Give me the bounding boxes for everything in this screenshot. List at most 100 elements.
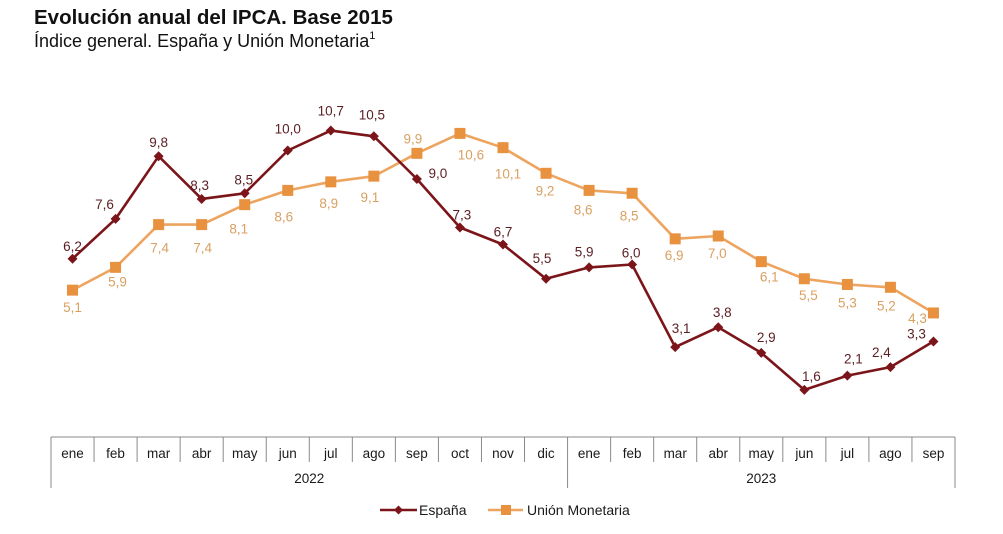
data-point-union-monetaria	[884, 281, 896, 293]
x-tick-label: abr	[192, 446, 212, 461]
data-label-espana: 5,9	[575, 244, 594, 259]
data-point-espana	[799, 384, 810, 395]
footnote-marker: 1	[369, 30, 376, 42]
data-label-espana: 10,0	[275, 122, 301, 137]
data-point-espana	[368, 131, 379, 142]
data-point-union-monetaria	[67, 284, 79, 296]
data-point-espana	[411, 174, 422, 184]
data-label-union-monetaria: 8,5	[620, 208, 639, 223]
data-point-union-monetaria	[755, 256, 767, 268]
data-label-union-monetaria: 7,4	[193, 241, 212, 256]
data-point-union-monetaria	[153, 219, 165, 231]
data-label-union-monetaria: 10,1	[495, 167, 521, 182]
data-label-espana: 8,3	[190, 178, 209, 193]
data-label-espana: 10,5	[359, 107, 385, 122]
legend-label: España	[419, 502, 467, 518]
data-label-espana: 1,6	[802, 369, 821, 384]
data-label-espana: 8,5	[234, 172, 253, 187]
data-point-union-monetaria	[196, 219, 208, 231]
legend-label: Unión Monetaria	[527, 502, 630, 518]
x-tick-label: ago	[879, 446, 902, 461]
data-label-espana: 6,2	[63, 239, 82, 254]
data-point-espana	[627, 259, 638, 270]
data-label-espana: 5,5	[533, 251, 552, 266]
data-label-union-monetaria: 8,1	[229, 222, 248, 237]
data-point-espana	[325, 125, 336, 136]
data-label-union-monetaria: 5,5	[799, 288, 818, 303]
data-label-union-monetaria: 4,3	[908, 311, 927, 326]
data-label-union-monetaria: 9,9	[404, 131, 423, 146]
data-point-union-monetaria	[841, 278, 853, 290]
data-label-espana: 7,6	[95, 197, 114, 212]
data-label-espana: 2,1	[844, 352, 863, 367]
legend-item-espana: España	[380, 502, 467, 518]
data-point-espana	[584, 262, 595, 273]
data-point-espana	[670, 342, 681, 353]
data-label-espana: 9,8	[149, 135, 168, 150]
x-tick-label: feb	[623, 446, 642, 461]
data-point-espana	[756, 347, 767, 358]
x-axis-table: ene feb mar abr may jun jul ago sep oct nov dic ene f…	[50, 436, 956, 488]
data-label-union-monetaria: 5,2	[877, 298, 896, 313]
x-tick-label: jul	[840, 446, 855, 461]
legend-square-marker	[501, 505, 511, 515]
data-point-union-monetaria	[110, 261, 122, 273]
data-point-union-monetaria	[712, 230, 724, 242]
data-label-espana: 6,0	[622, 246, 641, 261]
data-label-espana: 2,9	[757, 330, 776, 345]
chart-title: Evolución anual del IPCA. Base 2015	[34, 6, 393, 29]
data-label-espana: 6,7	[494, 225, 513, 240]
data-label-espana: 10,7	[318, 104, 344, 119]
data-label-union-monetaria: 8,6	[574, 202, 593, 217]
data-point-union-monetaria	[239, 199, 251, 211]
x-tick-label: sep	[923, 446, 945, 461]
data-label-union-monetaria: 7,0	[708, 246, 727, 261]
data-label-union-monetaria: 8,9	[319, 196, 338, 211]
data-label-union-monetaria: 9,1	[360, 190, 379, 205]
data-point-espana	[885, 362, 896, 373]
series-espana: 6,2 7,6 9,8 8,3 8,5 10,0 10,7 10,5 9,0 7,3 6,7 5,5 5…	[63, 104, 939, 395]
data-point-union-monetaria	[454, 127, 466, 139]
data-point-espana	[713, 322, 724, 333]
legend-item-union-monetaria: Unión Monetaria	[488, 502, 630, 518]
x-tick-label: jul	[323, 446, 338, 461]
data-point-union-monetaria	[325, 176, 337, 188]
data-point-espana	[928, 336, 939, 347]
x-tick-label: mar	[147, 446, 171, 461]
data-point-union-monetaria	[626, 187, 638, 199]
data-point-espana	[110, 213, 121, 224]
subtitle-text: Índice general. España y Unión Monetaria	[34, 31, 370, 51]
data-label-union-monetaria: 5,1	[63, 300, 82, 315]
series-layer: 5,1 5,9 7,4 7,4 8,1 8,6 8,9 9,1 9,9 10,6 10,1 9,2 8,…	[63, 104, 939, 395]
data-label-union-monetaria: 9,2	[536, 183, 555, 198]
data-point-espana	[67, 253, 78, 264]
x-tick-label: sep	[406, 446, 428, 461]
data-label-espana: 7,3	[453, 207, 472, 222]
data-point-union-monetaria	[540, 167, 552, 179]
data-point-union-monetaria	[927, 307, 939, 319]
data-point-espana	[842, 370, 853, 381]
data-point-union-monetaria	[368, 170, 380, 182]
data-label-union-monetaria: 8,6	[274, 209, 293, 224]
data-point-espana	[153, 151, 164, 162]
data-point-union-monetaria	[798, 273, 810, 285]
legend-diamond-marker	[394, 505, 403, 515]
chart-subtitle: Índice general. España y Unión Monetaria…	[34, 30, 376, 52]
data-point-espana	[498, 239, 508, 250]
data-point-espana	[239, 188, 250, 199]
data-label-espana: 3,1	[672, 321, 691, 336]
data-label-espana: 3,3	[907, 326, 926, 341]
x-tick-label: ene	[61, 446, 84, 461]
x-tick-label: feb	[106, 446, 125, 461]
data-label-union-monetaria: 6,9	[665, 248, 684, 263]
data-point-union-monetaria	[411, 147, 423, 159]
data-label-union-monetaria: 6,1	[760, 270, 779, 285]
year-label: 2022	[294, 471, 324, 486]
data-label-union-monetaria: 5,9	[108, 274, 127, 289]
data-label-union-monetaria: 5,3	[838, 295, 857, 310]
x-tick-label: mar	[664, 446, 688, 461]
series-union-monetaria: 5,1 5,9 7,4 7,4 8,1 8,6 8,9 9,1 9,9 10,6 10,1 9,2 8,…	[63, 127, 939, 326]
data-point-espana	[541, 273, 552, 284]
x-tick-label: jun	[794, 446, 813, 461]
